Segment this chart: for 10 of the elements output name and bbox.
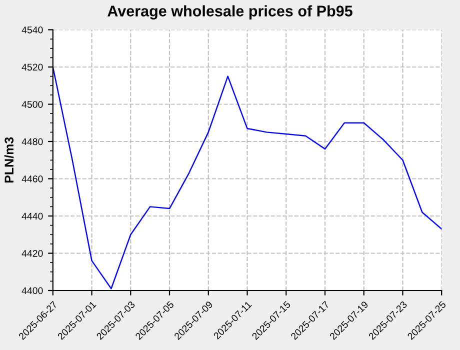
y-tick-label: 4440 xyxy=(22,212,43,220)
y-tick-label: 4480 xyxy=(22,138,43,146)
y-tick-label: 4460 xyxy=(22,175,43,182)
y-tick-label: 4420 xyxy=(22,250,43,257)
y-tick-label: 4520 xyxy=(22,64,43,71)
y-tick-label: 4500 xyxy=(22,100,43,108)
y-tick-label: 4540 xyxy=(22,26,43,34)
chart-title: Average wholesale prices of Pb95 xyxy=(108,5,352,20)
y-axis-title: PLN/m3 xyxy=(4,137,14,183)
y-tick-label: 4400 xyxy=(22,287,43,294)
